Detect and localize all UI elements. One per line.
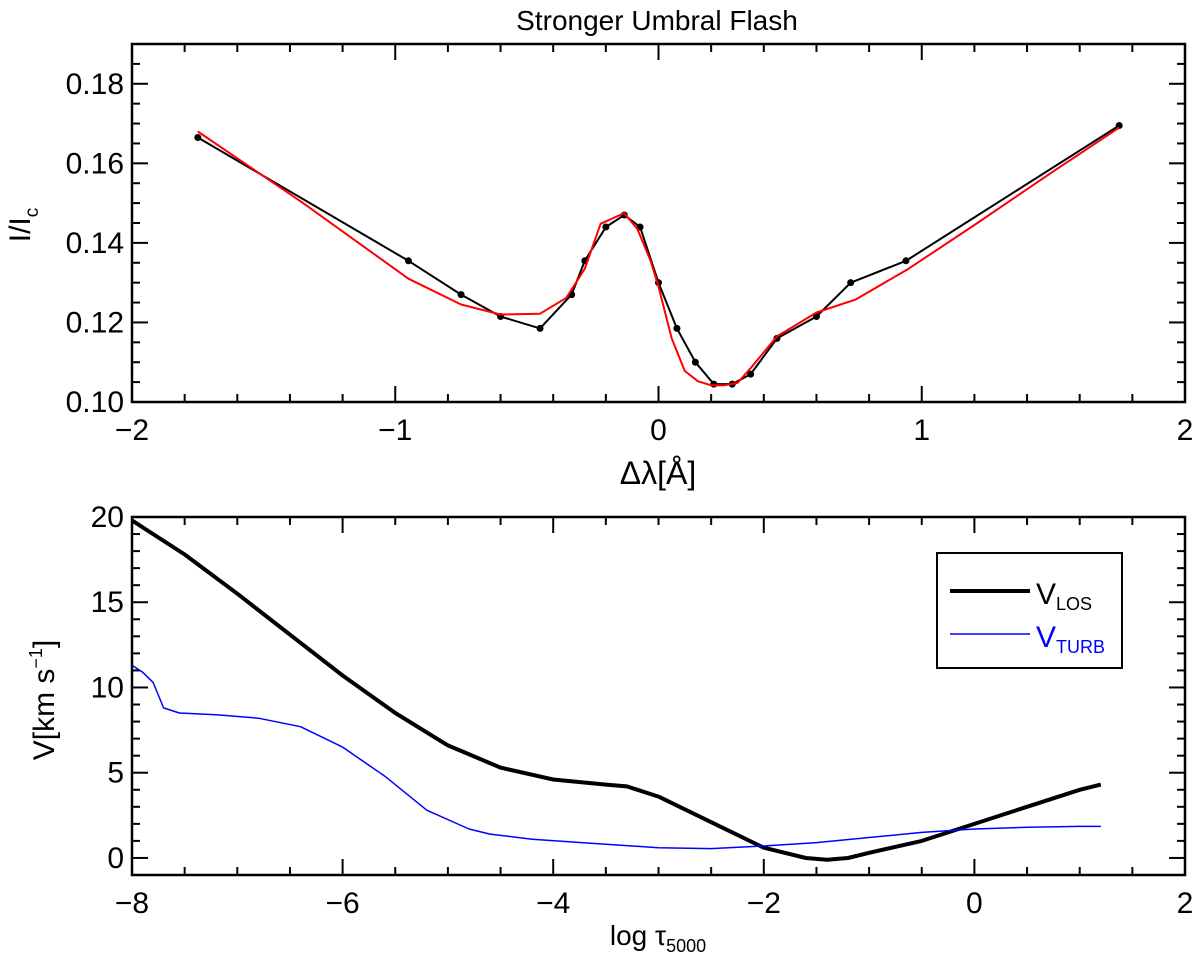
top-y-tick-label: 0.14 [66,227,124,260]
bottom-y-tick-label: 20 [91,501,124,534]
bottom-x-tick-label: −4 [536,887,570,920]
bottom-x-axis-label: log τ5000 [610,920,706,954]
bottom-y-label-main: V[km s [28,669,61,761]
bottom-series-group [130,518,1102,862]
bottom-y-label-end: ] [28,640,61,648]
bottom-series-v-los [130,518,1102,862]
legend-vlos-main: V [1036,578,1056,611]
top-data-point [747,370,755,378]
bottom-x-tick-label: 0 [966,887,983,920]
top-y-label-main: I/I [4,217,37,242]
legend-vturb-sub: TURB [1056,637,1105,657]
bottom-x-label-main: log τ [610,920,666,951]
top-y-tick-label: 0.12 [66,306,124,339]
top-data-point [194,133,202,141]
top-data-point [536,324,544,332]
top-x-tick-label: 2 [1177,414,1194,447]
top-x-tick-label: 0 [650,414,667,447]
top-y-tick-label: 0.16 [66,147,124,180]
top-series-group [194,122,1123,388]
top-series-fit [197,126,1120,387]
top-panel: Stronger Umbral Flash −2 −1 0 1 2 0.10 0.12 0.1… [4,5,1193,491]
legend-vlos-sub: LOS [1056,594,1092,614]
top-data-point [673,324,681,332]
top-data-point [710,380,718,388]
top-x-tick-label: −1 [378,414,412,447]
top-data-point [457,291,465,299]
top-title: Stronger Umbral Flash [516,5,798,36]
bottom-y-tick-label: 0 [107,842,124,875]
top-x-axis-label: Δλ[Å] [620,455,697,491]
bottom-y-tick-label: 10 [91,671,124,704]
top-data-point [847,279,855,287]
bottom-x-tick-label: −8 [115,887,149,920]
bottom-x-tick-label: −6 [325,887,359,920]
top-plot-frame [130,42,1187,404]
bottom-series-v-turb [131,664,1101,850]
bottom-y-label-sup: −1 [26,648,46,669]
legend-box [936,552,1123,669]
top-y-axis-label: I/Ic [4,208,43,243]
bottom-y-tick-label: 5 [107,757,124,790]
top-y-tick-label: 0.18 [66,68,124,101]
top-data-point [902,257,910,265]
bottom-y-axis-label: V[km s−1] [26,640,61,761]
top-data-point [691,358,699,366]
top-data-point [1115,122,1123,130]
top-axis-ticks: −2 −1 0 1 2 0.10 0.12 0.14 0.16 0.18 [66,43,1194,447]
top-x-tick-label: −2 [115,414,149,447]
top-data-point [404,257,412,265]
top-series-observed [197,124,1120,386]
top-data-point [602,223,610,231]
top-x-tick-label: 1 [913,414,930,447]
legend-label-vlos: VLOS [1036,578,1092,614]
legend-label-vturb: VTURB [1036,621,1105,657]
top-y-label-sub: c [22,208,43,218]
bottom-x-tick-label: 2 [1177,887,1194,920]
bottom-x-tick-label: −2 [747,887,781,920]
legend-vturb-main: V [1036,621,1056,654]
top-y-tick-label: 0.10 [66,386,124,419]
bottom-y-tick-label: 15 [91,586,124,619]
bottom-x-label-sub: 5000 [666,936,706,954]
legend: VLOS VTURB [936,552,1123,669]
